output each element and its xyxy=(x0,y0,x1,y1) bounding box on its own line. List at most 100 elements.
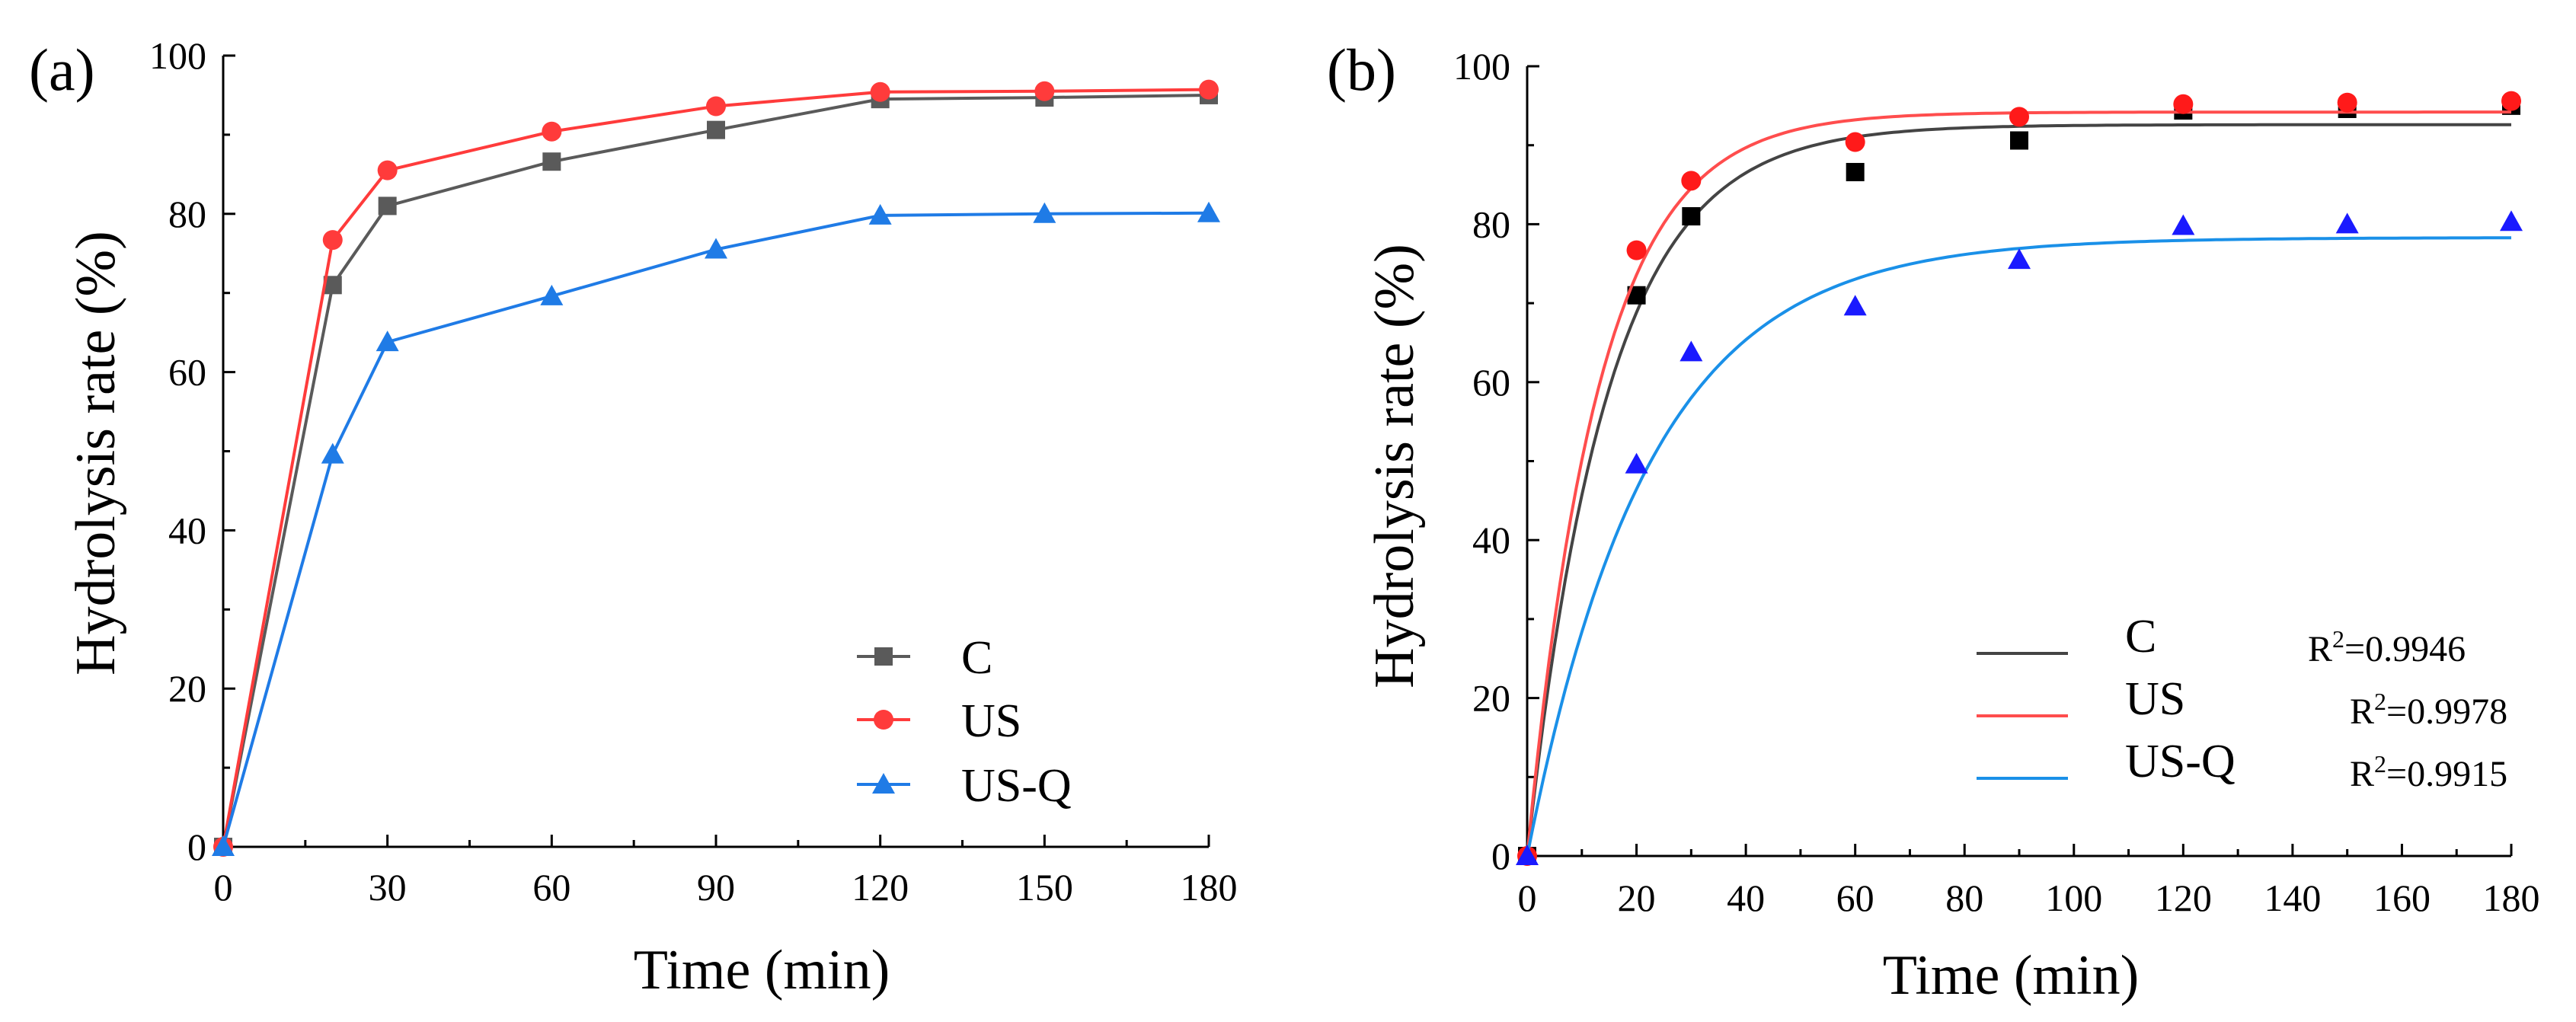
panel-a-y-axis-title: Hydrolysis rate (%) xyxy=(65,231,127,675)
panel-b-legend-label: US-Q xyxy=(2125,736,2236,787)
panel-a-y-tick-label: 40 xyxy=(168,509,206,551)
panel-a-point-us-q xyxy=(1197,201,1220,222)
panel-a-point-us-q xyxy=(705,238,727,259)
panel-b-y-tick-label: 0 xyxy=(1491,835,1510,877)
panel-b-point-us-q xyxy=(2008,248,2031,270)
panel-b-point-us xyxy=(1845,132,1865,152)
panel-b-x-tick-label: 160 xyxy=(2373,877,2431,919)
panel-a-label: (a) xyxy=(29,37,95,103)
panel-b-label: (b) xyxy=(1327,37,1396,103)
panel-b-y-tick-label: 60 xyxy=(1472,361,1510,404)
panel-b-point-us xyxy=(2337,92,2357,113)
panel-a-point-us-q xyxy=(868,203,892,225)
panel-a-x-tick-label: 0 xyxy=(214,866,233,909)
panel-a-legend-label: US-Q xyxy=(961,760,1072,812)
panel-b-point-us xyxy=(1681,171,1702,191)
panel-b-y-axis-title: Hydrolysis rate (%) xyxy=(1363,244,1426,688)
panel-a-series-us-q xyxy=(212,201,1220,856)
panel-b-r2-label: R2=0.9915 xyxy=(2350,750,2507,794)
panel-b-point-us-q xyxy=(2335,212,2359,234)
panel-b-point-c xyxy=(2010,131,2028,150)
panel-a-point-us-q xyxy=(540,284,564,305)
panel-a-x-tick-label: 180 xyxy=(1181,866,1238,909)
panel-b-point-us xyxy=(2501,91,2521,111)
panel-a-point-us xyxy=(870,81,890,102)
panel-a-x-tick-label: 30 xyxy=(369,866,407,909)
panel-a-point-us xyxy=(1034,81,1055,101)
panel-b-axes: 0 20 40 60 80 100 0 20 40 60 80 100 120 140 160 180 xyxy=(1453,45,2540,919)
panel-a-legend: C US US-Q xyxy=(857,632,1072,812)
panel-b-legend-label: US xyxy=(2125,673,2185,725)
panel-b-legend-item-us: US R2=0.9978 xyxy=(1977,673,2507,732)
panel-a-series-group xyxy=(212,79,1220,857)
panel-a-legend-marker xyxy=(874,647,893,666)
panel-a-x-tick-label: 120 xyxy=(852,866,909,909)
panel-b-y-tick-label: 80 xyxy=(1472,203,1510,245)
panel-b-x-tick-label: 180 xyxy=(2483,877,2540,919)
panel-a-point-c xyxy=(542,152,561,171)
panel-b-chart: (b) Hydrolysis rate (%) Time (min) 0 20 40… xyxy=(1327,37,2540,1007)
panel-b-point-us-q xyxy=(1843,295,1867,316)
panel-b-series-us-q xyxy=(1516,210,2523,865)
panel-a-line-us xyxy=(222,88,1210,848)
panel-a-y-tick-label: 20 xyxy=(168,667,206,710)
panel-b-r2-label: R2=0.9978 xyxy=(2350,688,2507,732)
panel-b-legend-item-c: C R2=0.9946 xyxy=(1977,611,2466,669)
panel-b-x-tick-label: 140 xyxy=(2264,877,2321,919)
panel-b-x-tick-label: 60 xyxy=(1836,877,1874,919)
panel-a-x-tick-label: 90 xyxy=(697,866,735,909)
panel-b-point-us-q xyxy=(1625,452,1648,474)
panel-a-point-us-q xyxy=(321,442,344,464)
panel-a-series-us xyxy=(213,79,1219,857)
panel-a-x-tick-label: 60 xyxy=(532,866,570,909)
panel-b-point-us xyxy=(1626,240,1647,260)
panel-a-x-axis-title: Time (min) xyxy=(634,939,890,1001)
panel-a-chart: (a) Hydrolysis rate (%) Time (min) 0 20 40… xyxy=(29,34,1238,1001)
panel-a-point-us-q xyxy=(1033,202,1056,223)
panel-b-y-tick-label: 100 xyxy=(1453,45,1510,88)
panel-a-y-tick-label: 100 xyxy=(149,34,206,77)
panel-b-point-us-q xyxy=(1516,845,1539,865)
panel-a-legend-item-c: C xyxy=(857,632,992,684)
panel-b-y-tick-label: 20 xyxy=(1472,677,1510,720)
panel-b-legend: C R2=0.9946 US R2=0.9978 US-Q R2=0.9915 xyxy=(1977,611,2507,794)
panel-b-fit-curve-c xyxy=(1526,123,2511,857)
panel-a-point-us xyxy=(542,121,562,142)
panel-a-point-us xyxy=(1199,79,1219,100)
panel-b-series-us xyxy=(1517,91,2521,866)
panel-b-x-tick-label: 120 xyxy=(2155,877,2212,919)
panel-a-legend-item-us-q: US-Q xyxy=(857,760,1072,812)
panel-a-point-us xyxy=(322,230,343,251)
panel-a-legend-marker xyxy=(874,710,893,730)
panel-b-legend-item-us-q: US-Q R2=0.9915 xyxy=(1977,736,2507,794)
panel-b-point-c xyxy=(1682,207,1701,226)
panel-b-x-axis-title: Time (min) xyxy=(1883,944,2139,1007)
panel-a-x-tick-label: 150 xyxy=(1016,866,1073,909)
panel-a-point-c xyxy=(707,120,725,139)
panel-b-point-us-q xyxy=(1680,340,1703,362)
panel-b-r2-label: R2=0.9946 xyxy=(2308,625,2466,669)
panel-b-x-tick-label: 40 xyxy=(1727,877,1765,919)
panel-a-point-c xyxy=(378,196,397,216)
panel-b-legend-label: C xyxy=(2125,611,2156,663)
panel-a-legend-label: C xyxy=(961,632,992,684)
panel-b-point-c xyxy=(1846,162,1865,181)
panel-b-series-c xyxy=(1518,96,2520,865)
panel-a-y-tick-label: 80 xyxy=(168,193,206,235)
panel-a-line-c xyxy=(222,93,1210,848)
panel-b-series-group xyxy=(1516,91,2523,866)
panel-b-point-us xyxy=(2173,94,2194,114)
panel-b-x-tick-label: 20 xyxy=(1618,877,1656,919)
panel-a-legend-marker xyxy=(872,773,895,794)
panel-a-line-us-q xyxy=(222,211,1210,848)
panel-a-y-tick-label: 60 xyxy=(168,351,206,394)
panel-a-legend-item-us: US xyxy=(857,695,1021,747)
panel-b-point-us-q xyxy=(2500,210,2523,232)
panel-b-point-us-q xyxy=(2172,214,2195,235)
panel-a-point-us-q xyxy=(376,331,399,352)
panel-a-point-us xyxy=(706,96,726,117)
panel-b-fit-curve-us xyxy=(1526,110,2511,857)
panel-b-x-tick-label: 0 xyxy=(1518,877,1537,919)
panel-b-point-us xyxy=(2009,107,2029,127)
